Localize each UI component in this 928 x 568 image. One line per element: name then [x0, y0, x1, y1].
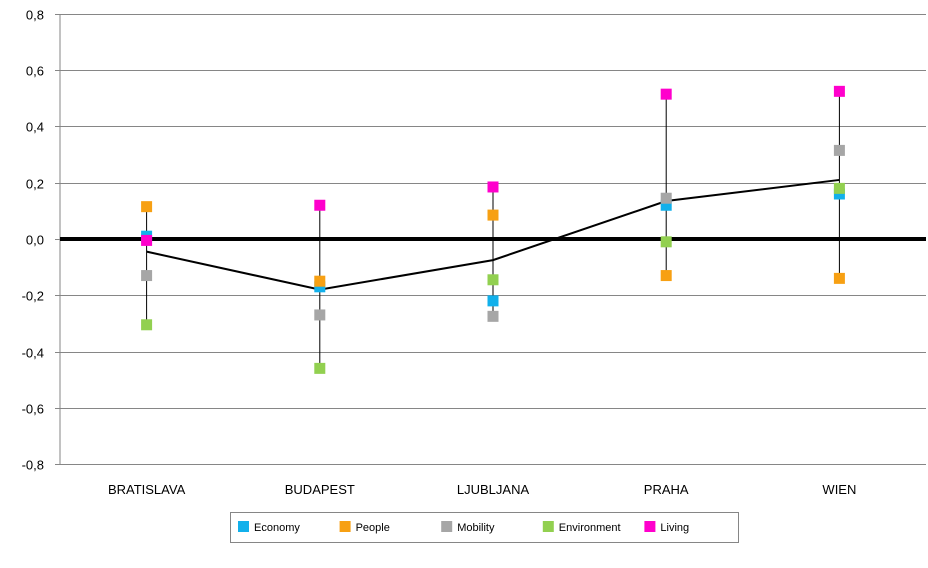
marker-environment — [141, 319, 153, 331]
marker-mobility — [141, 270, 153, 282]
marker-environment — [660, 236, 672, 248]
marker-people — [833, 272, 845, 284]
marker-environment — [833, 182, 845, 194]
marker-mobility — [487, 310, 499, 322]
marker-economy — [660, 199, 672, 211]
marker-living — [660, 88, 672, 100]
marker-economy — [833, 188, 845, 200]
legend-label-living: Living — [660, 522, 689, 534]
legend-swatch-economy — [238, 521, 249, 532]
marker-economy — [487, 295, 499, 307]
marker-people — [314, 275, 326, 287]
y-tick-label: 0,6 — [26, 64, 44, 79]
marker-people — [660, 270, 672, 282]
legend-swatch-environment — [542, 521, 554, 532]
legend-label-economy: Economy — [254, 522, 300, 534]
marker-economy — [314, 281, 326, 293]
y-tick-label: 0,0 — [26, 233, 44, 248]
x-tick-label: WIEN — [822, 482, 856, 497]
legend-swatch-living — [644, 521, 656, 532]
marker-environment — [487, 274, 499, 286]
marker-living — [141, 234, 153, 246]
y-tick-label: 0,4 — [26, 120, 44, 135]
y-tick-label: -0,4 — [22, 346, 44, 361]
grid-layer — [55, 14, 926, 465]
legend: Economy People Mobility Environment Living — [230, 512, 739, 543]
average-line — [146, 178, 840, 291]
y-tick-label: -0,8 — [22, 458, 44, 473]
marker-living — [314, 199, 326, 211]
y-tick-labels: -0,8 -0,6 -0,4 -0,2 0,0 0,2 0,4 0,6 0,8 — [22, 8, 44, 473]
y-tick-label: 0,2 — [26, 177, 44, 192]
whisker-layer — [146, 91, 840, 369]
legend-label-people: People — [356, 522, 390, 534]
y-tick-label: -0,2 — [22, 289, 44, 304]
marker-mobility — [833, 144, 845, 156]
legend-label-environment: Environment — [559, 522, 621, 534]
marker-mobility — [314, 309, 326, 321]
legend-swatch-mobility — [441, 521, 453, 532]
average-line-layer — [146, 178, 840, 291]
marker-living — [833, 85, 845, 97]
marker-environment — [314, 362, 326, 374]
x-tick-label: BUDAPEST — [285, 482, 355, 497]
marker-people — [141, 201, 153, 213]
y-tick-label: -0,6 — [22, 402, 44, 417]
y-tick-label: 0,8 — [26, 8, 44, 23]
x-tick-label: PRAHA — [644, 482, 689, 497]
marker-people — [487, 209, 499, 221]
marker-living — [487, 181, 499, 193]
legend-label-mobility: Mobility — [457, 522, 495, 534]
legend-swatch-people — [339, 521, 351, 532]
x-tick-label: BRATISLAVA — [108, 482, 186, 497]
x-tick-label: LJUBLJANA — [457, 482, 530, 497]
marker-layer — [141, 85, 845, 374]
x-tick-labels: BRATISLAVA BUDAPEST LJUBLJANA PRAHA WIEN — [108, 482, 856, 497]
marker-mobility — [660, 192, 672, 204]
